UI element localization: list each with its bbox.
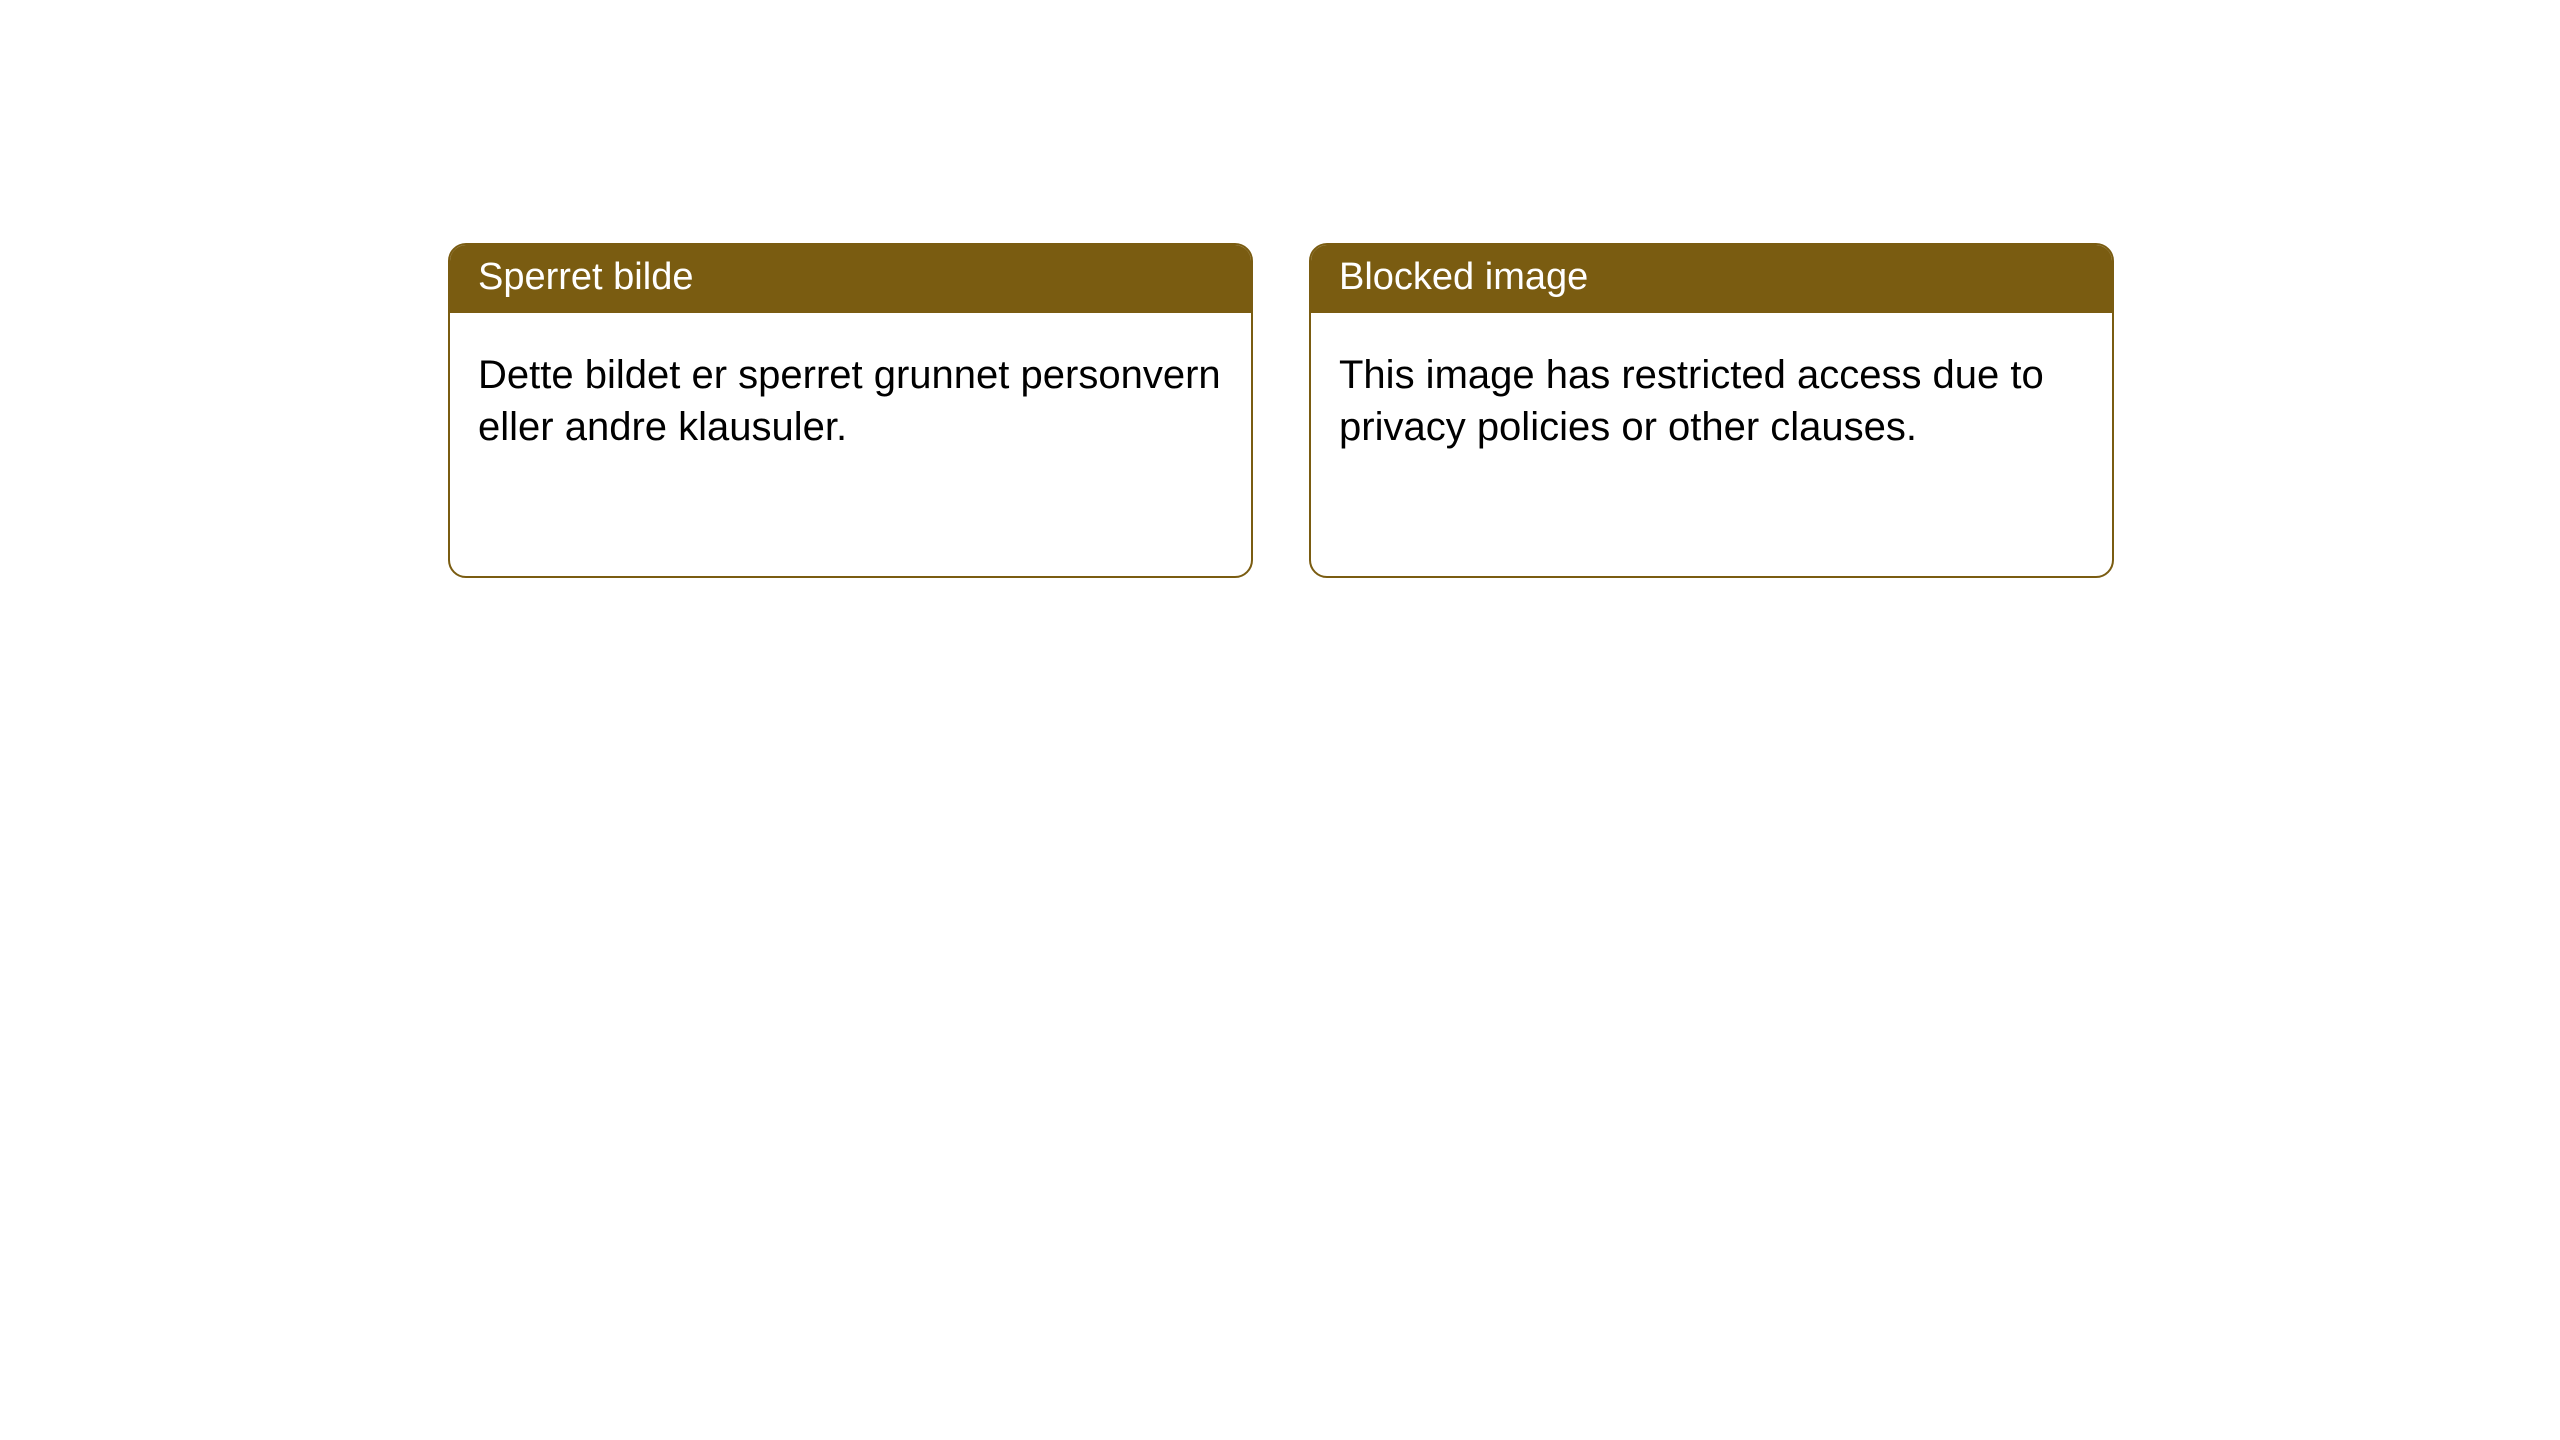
notice-container: Sperret bilde Dette bildet er sperret gr… — [0, 0, 2560, 578]
notice-body-english: This image has restricted access due to … — [1311, 313, 2112, 481]
notice-card-english: Blocked image This image has restricted … — [1309, 243, 2114, 578]
notice-card-norwegian: Sperret bilde Dette bildet er sperret gr… — [448, 243, 1253, 578]
notice-body-norwegian: Dette bildet er sperret grunnet personve… — [450, 313, 1251, 481]
notice-title-english: Blocked image — [1311, 245, 2112, 313]
notice-title-norwegian: Sperret bilde — [450, 245, 1251, 313]
